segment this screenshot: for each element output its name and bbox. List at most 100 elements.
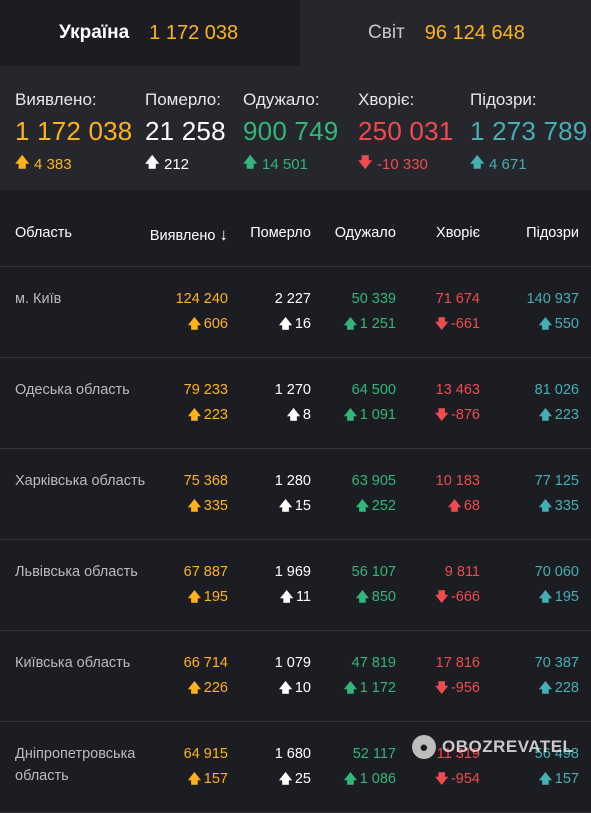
cell-value: 75 368 (183, 473, 228, 489)
summary-delta: 🡅 14 501 (243, 152, 338, 176)
arrow-up-icon: 🡅 (187, 589, 202, 604)
cell-found: 67 887 🡅 195 (184, 561, 228, 608)
tab-ukraine[interactable]: Україна 1 172 038 (0, 0, 300, 66)
cell-value: 1 270 (274, 382, 311, 398)
arrow-down-icon: 🡇 (358, 154, 373, 170)
cell-delta: 🡅 850 (352, 586, 396, 608)
cell-suspected: 70 060 🡅 195 (535, 561, 579, 608)
header-sick[interactable]: Хворіє (436, 225, 480, 241)
header-found-sort[interactable]: Виявлено ↓ (150, 225, 228, 245)
table-row[interactable]: Харківська область 75 368 🡅 335 1 280 🡅 15 63 9… (0, 449, 591, 540)
summary-delta-value: 212 (164, 155, 190, 173)
arrow-up-icon: 🡅 (355, 498, 370, 513)
arrow-up-icon: 🡅 (187, 316, 202, 331)
summary-delta: 🡅 4 671 (470, 152, 587, 176)
cell-recovered: 47 819 🡅 1 172 (344, 652, 396, 699)
cell-delta-value: -666 (450, 589, 480, 605)
cell-delta: 🡅 68 (436, 495, 480, 517)
cell-suspected: 70 387 🡅 228 (535, 652, 579, 699)
cell-value: 81 026 (534, 382, 579, 398)
summary-label: Виявлено: (15, 90, 97, 109)
cell-value: 70 060 (534, 564, 579, 580)
region-name: Львівська область (15, 564, 138, 580)
header-suspected[interactable]: Підозри (526, 225, 579, 241)
watermark-text: OBOZREVATEL (442, 737, 574, 756)
cell-delta: 🡅 335 (535, 495, 579, 517)
cell-delta-value: 10 (294, 680, 311, 696)
cell-recovered: 56 107 🡅 850 (352, 561, 396, 608)
cell-delta: 🡅 1 172 (344, 677, 396, 699)
cell-value: 47 819 (351, 655, 396, 671)
arrow-up-icon: 🡅 (538, 680, 553, 695)
cell-delta-value: 157 (554, 771, 579, 787)
cell-recovered: 52 117 🡅 1 086 (344, 743, 396, 790)
cell-delta: 🡇 -876 (435, 404, 480, 426)
summary-label: Одужало: (243, 90, 320, 109)
summary-delta-value: 14 501 (262, 155, 308, 173)
cell-value: 10 183 (435, 473, 480, 489)
cell-found: 66 714 🡅 226 (184, 652, 228, 699)
summary-sick: Хворіє: 250 031 🡇 -10 330 (358, 90, 453, 176)
cell-delta: 🡅 226 (184, 677, 228, 699)
tab-ukraine-label: Україна (59, 22, 130, 43)
arrow-up-icon: 🡅 (187, 407, 202, 422)
table-row[interactable]: Одеська область 79 233 🡅 223 1 270 🡅 8 64 500 🡅 1… (0, 358, 591, 449)
cell-value: 66 714 (183, 655, 228, 671)
arrow-up-icon: 🡅 (286, 407, 301, 422)
cell-value: 1 680 (274, 746, 311, 762)
table-row[interactable]: м. Київ 124 240 🡅 606 2 227 🡅 16 50 339 🡅 1 251 71… (0, 267, 591, 358)
cell-delta: 🡅 195 (535, 586, 579, 608)
arrow-up-icon: 🡅 (278, 680, 293, 695)
cell-delta: 🡅 550 (527, 313, 579, 335)
summary-found: Виявлено: 1 172 038 🡅 4 383 (15, 90, 132, 176)
arrow-up-icon: 🡅 (187, 680, 202, 695)
header-recovered[interactable]: Одужало (334, 225, 396, 241)
cell-delta: 🡇 -666 (435, 586, 480, 608)
cell-value: 9 811 (444, 564, 480, 580)
cell-delta: 🡅 1 251 (344, 313, 396, 335)
cell-delta-value: -876 (450, 407, 480, 423)
tab-world-label: Світ (368, 22, 405, 43)
tab-world[interactable]: Світ 96 124 648 (300, 0, 591, 66)
summary-panel: Виявлено: 1 172 038 🡅 4 383 Померло: 21 258 🡅 2… (0, 66, 591, 190)
cell-delta: 🡅 11 (275, 586, 311, 608)
cell-value: 56 498 (534, 746, 579, 762)
cell-delta-value: 195 (554, 589, 579, 605)
cell-value: 1 969 (274, 564, 311, 580)
cell-value: 67 887 (183, 564, 228, 580)
arrow-up-icon: 🡅 (447, 498, 462, 513)
arrow-up-icon: 🡅 (187, 498, 202, 513)
summary-died: Померло: 21 258 🡅 212 (145, 90, 226, 176)
cell-delta: 🡅 16 (275, 313, 311, 335)
table-row[interactable]: Львівська область 67 887 🡅 195 1 969 🡅 11 56 10… (0, 540, 591, 631)
cell-sick: 13 463 🡇 -876 (435, 379, 480, 426)
cell-delta: 🡅 223 (535, 404, 579, 426)
summary-value: 250 031 (358, 116, 454, 146)
cell-delta: 🡅 10 (275, 677, 311, 699)
cell-delta-value: 68 (463, 498, 480, 514)
arrow-up-icon: 🡅 (145, 154, 160, 170)
region-name: м. Київ (15, 291, 62, 307)
cell-found: 75 368 🡅 335 (184, 470, 228, 517)
cell-died: 1 680 🡅 25 (275, 743, 311, 790)
cell-delta: 🡅 228 (535, 677, 579, 699)
summary-value: 900 749 (243, 116, 339, 146)
cell-died: 1 280 🡅 15 (275, 470, 311, 517)
arrow-up-icon: 🡅 (538, 316, 553, 331)
cell-delta-value: 157 (203, 771, 228, 787)
arrow-up-icon: 🡅 (278, 316, 293, 331)
summary-recovered: Одужало: 900 749 🡅 14 501 (243, 90, 338, 176)
header-died[interactable]: Померло (250, 225, 311, 241)
cell-delta: 🡅 8 (275, 404, 311, 426)
arrow-up-icon: 🡅 (243, 154, 258, 170)
cell-found: 64 915 🡅 157 (184, 743, 228, 790)
arrow-up-icon: 🡅 (470, 154, 485, 170)
header-region: Область (15, 225, 72, 241)
table-row[interactable]: Дніпропетровська область 64 915 🡅 157 1 680 🡅… (0, 722, 591, 813)
table-row[interactable]: Київська область 66 714 🡅 226 1 079 🡅 10 47 819… (0, 631, 591, 722)
cell-value: 17 816 (435, 655, 480, 671)
cell-value: 71 674 (435, 291, 480, 307)
region-name: Дніпропетровська область (15, 746, 136, 784)
flame-logo-icon: ● (412, 735, 436, 759)
summary-delta: 🡅 4 383 (15, 152, 132, 176)
